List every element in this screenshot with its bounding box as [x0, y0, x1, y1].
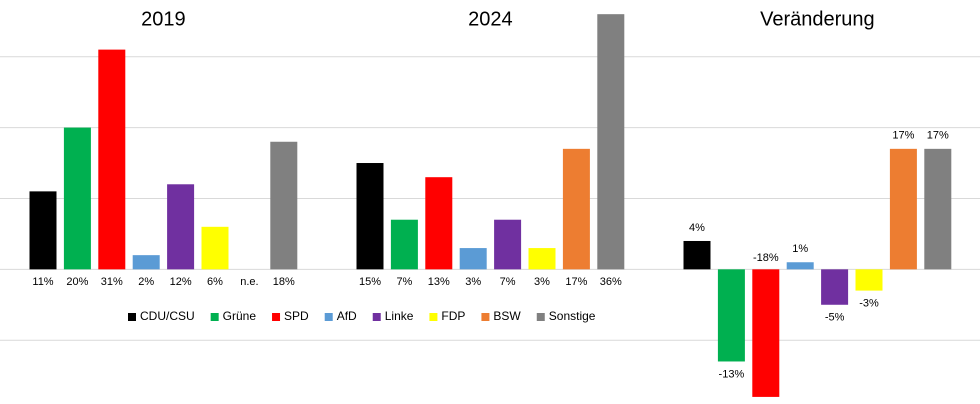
bar	[562, 148, 590, 270]
bar	[29, 191, 57, 270]
value-label: 17%	[927, 130, 949, 142]
legend-swatch	[324, 313, 333, 321]
legend-label: FDP	[441, 309, 465, 323]
bar	[494, 219, 522, 270]
value-label: -18%	[753, 252, 779, 264]
legend-label: Grüne	[223, 309, 257, 323]
value-label: 20%	[66, 276, 88, 288]
bar	[752, 269, 780, 397]
value-label: 6%	[207, 276, 223, 288]
bar	[717, 269, 745, 362]
value-label: 7%	[500, 276, 516, 288]
value-label: 3%	[465, 276, 481, 288]
bar	[132, 255, 160, 270]
value-label: 11%	[32, 276, 53, 288]
value-label: 36%	[600, 276, 622, 288]
value-label: 4%	[689, 222, 705, 234]
legend-swatch	[372, 313, 381, 321]
bar	[425, 177, 453, 270]
legend-label: BSW	[493, 309, 521, 323]
legend-swatch	[272, 313, 281, 321]
legend-swatch	[128, 313, 136, 321]
bar	[786, 262, 814, 270]
legend-label: Linke	[385, 309, 414, 323]
bar	[821, 269, 849, 305]
bar	[270, 141, 298, 270]
value-label: 13%	[428, 276, 450, 288]
legend-label: SPD	[284, 309, 309, 323]
bar	[356, 163, 384, 270]
legend-label: AfD	[337, 309, 357, 323]
value-label: 12%	[170, 276, 192, 288]
chart-title: Veränderung	[760, 8, 875, 30]
bar	[201, 226, 229, 270]
legend-swatch	[536, 313, 545, 321]
legend-label: Sonstige	[549, 309, 596, 323]
bar	[63, 127, 91, 270]
value-label: 31%	[101, 276, 123, 288]
value-label: 2%	[138, 276, 154, 288]
bar	[528, 248, 556, 270]
chart-title: 2019	[141, 8, 186, 30]
value-label: 3%	[534, 276, 550, 288]
value-label: 1%	[792, 243, 808, 255]
bar	[459, 248, 487, 270]
value-label: n.e.	[240, 276, 258, 288]
value-label: 17%	[892, 130, 914, 142]
chart-title: 2024	[468, 8, 513, 30]
bar	[855, 269, 883, 291]
value-label: 7%	[396, 276, 412, 288]
value-label: 17%	[565, 276, 587, 288]
legend-label: CDU/CSU	[140, 309, 195, 323]
legend-swatch	[210, 313, 219, 321]
bar	[683, 240, 711, 270]
value-label: 18%	[273, 276, 295, 288]
bar	[98, 49, 126, 270]
value-label: -5%	[825, 312, 845, 324]
legend-swatch	[429, 313, 438, 321]
value-label: -3%	[859, 298, 879, 310]
bar	[889, 148, 917, 270]
bar	[390, 219, 418, 270]
bar	[924, 148, 952, 270]
value-label: 15%	[359, 276, 381, 288]
value-label: -13%	[719, 368, 745, 380]
legend-swatch	[481, 313, 490, 321]
bar	[167, 184, 195, 270]
bar	[597, 14, 625, 270]
